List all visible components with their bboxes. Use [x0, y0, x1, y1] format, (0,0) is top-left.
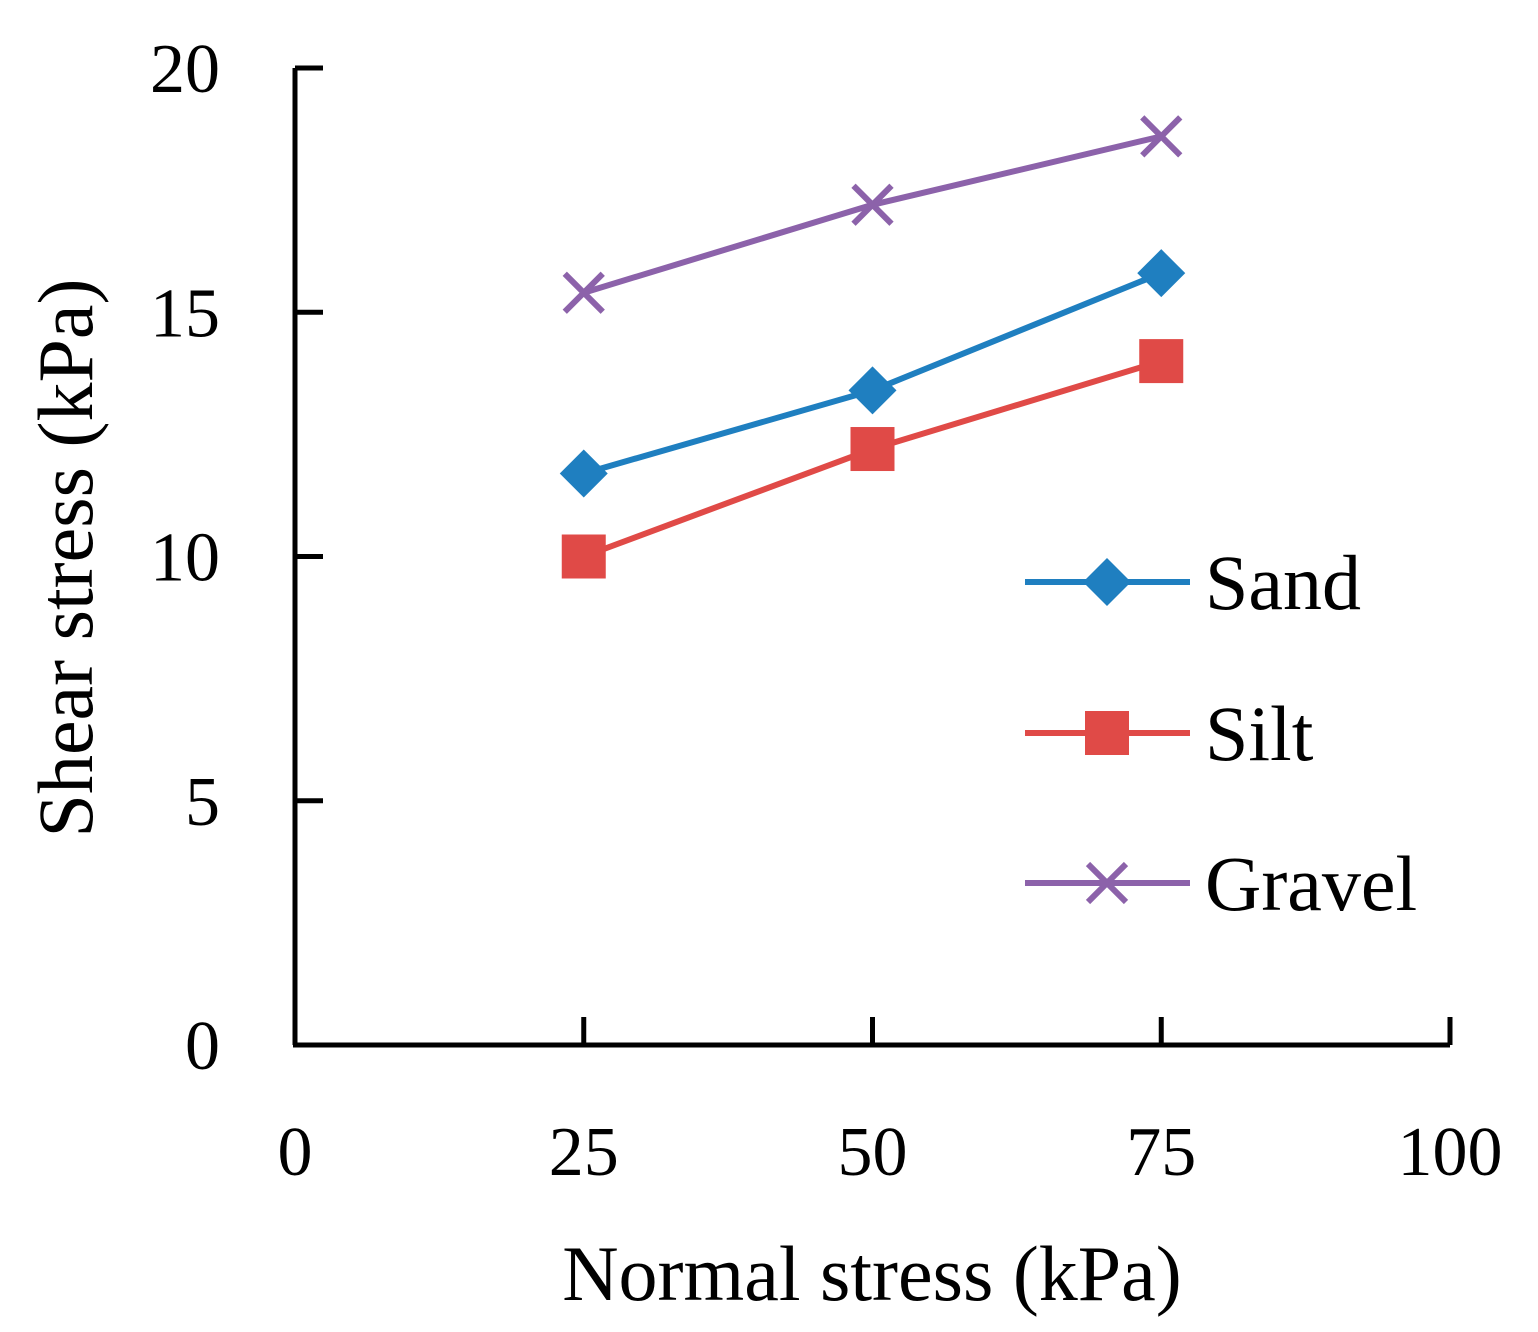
data-point-silt [1139, 339, 1184, 384]
legend-marker-sand [1083, 558, 1131, 606]
y-tick-label: 10 [150, 520, 220, 597]
y-tick-label: 0 [185, 1008, 220, 1085]
y-axis-title: Shear stress (kPa) [22, 279, 109, 838]
data-point-gravel-stroke [562, 271, 605, 314]
legend-marker-silt [1085, 711, 1129, 755]
x-tick-label: 100 [1398, 1114, 1503, 1191]
data-point-gravel-stroke [851, 183, 894, 226]
x-tick-label: 75 [1126, 1114, 1196, 1191]
data-point-gravel-stroke [1140, 115, 1183, 158]
legend-marker-gravel [1085, 861, 1129, 905]
y-tick-label: 20 [150, 31, 220, 108]
legend-marker-gravel-stroke [1085, 861, 1129, 905]
legend-label-sand: Sand [1205, 539, 1361, 626]
data-point-gravel [1140, 115, 1183, 158]
data-point-sand [1137, 249, 1186, 298]
data-point-sand [848, 366, 897, 415]
data-point-gravel [851, 183, 894, 226]
x-tick-label: 50 [838, 1114, 908, 1191]
series-line-gravel [582, 133, 1162, 296]
ticks: 0 5 10 15 20 0 25 50 75 100 [150, 31, 1503, 1191]
data-point-silt [561, 534, 606, 579]
legend-label-gravel: Gravel [1205, 840, 1417, 927]
x-tick-label: 0 [278, 1114, 313, 1191]
legend-label-silt: Silt [1205, 690, 1314, 777]
data-point-gravel [562, 271, 605, 314]
series-layer [559, 115, 1186, 579]
data-point-silt [850, 427, 895, 472]
legend: Sand Silt Gravel [1025, 539, 1417, 927]
y-tick-label: 15 [150, 275, 220, 352]
x-tick-label: 25 [549, 1114, 619, 1191]
x-axis-title: Normal stress (kPa) [562, 1230, 1182, 1317]
data-point-sand [559, 449, 608, 498]
y-tick-label: 5 [185, 764, 220, 841]
